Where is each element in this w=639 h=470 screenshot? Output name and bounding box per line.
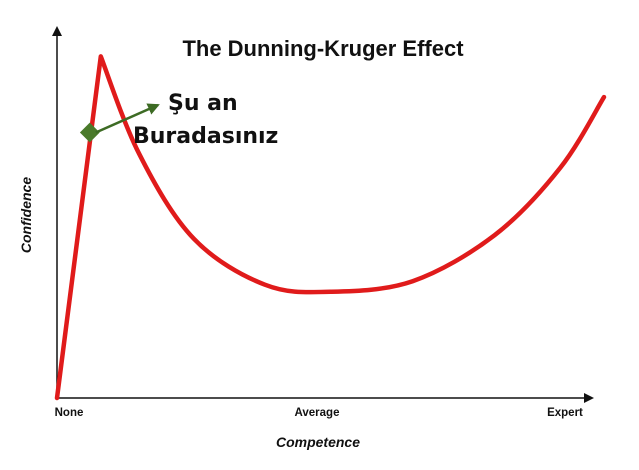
x-tick-label-average: Average [295,407,340,419]
y-axis-label: Confidence [18,177,34,253]
chart-title: The Dunning-Kruger Effect [182,36,464,61]
x-tick-label-none: None [55,407,84,419]
x-axis-label: Competence [276,434,360,450]
annotation-text-line-2: Buradasınız [133,124,278,149]
x-tick-label-expert: Expert [547,407,583,419]
annotation-arrow [95,103,160,134]
annotation-text-line-1: Şu an [168,91,238,116]
series-line [54,54,607,401]
